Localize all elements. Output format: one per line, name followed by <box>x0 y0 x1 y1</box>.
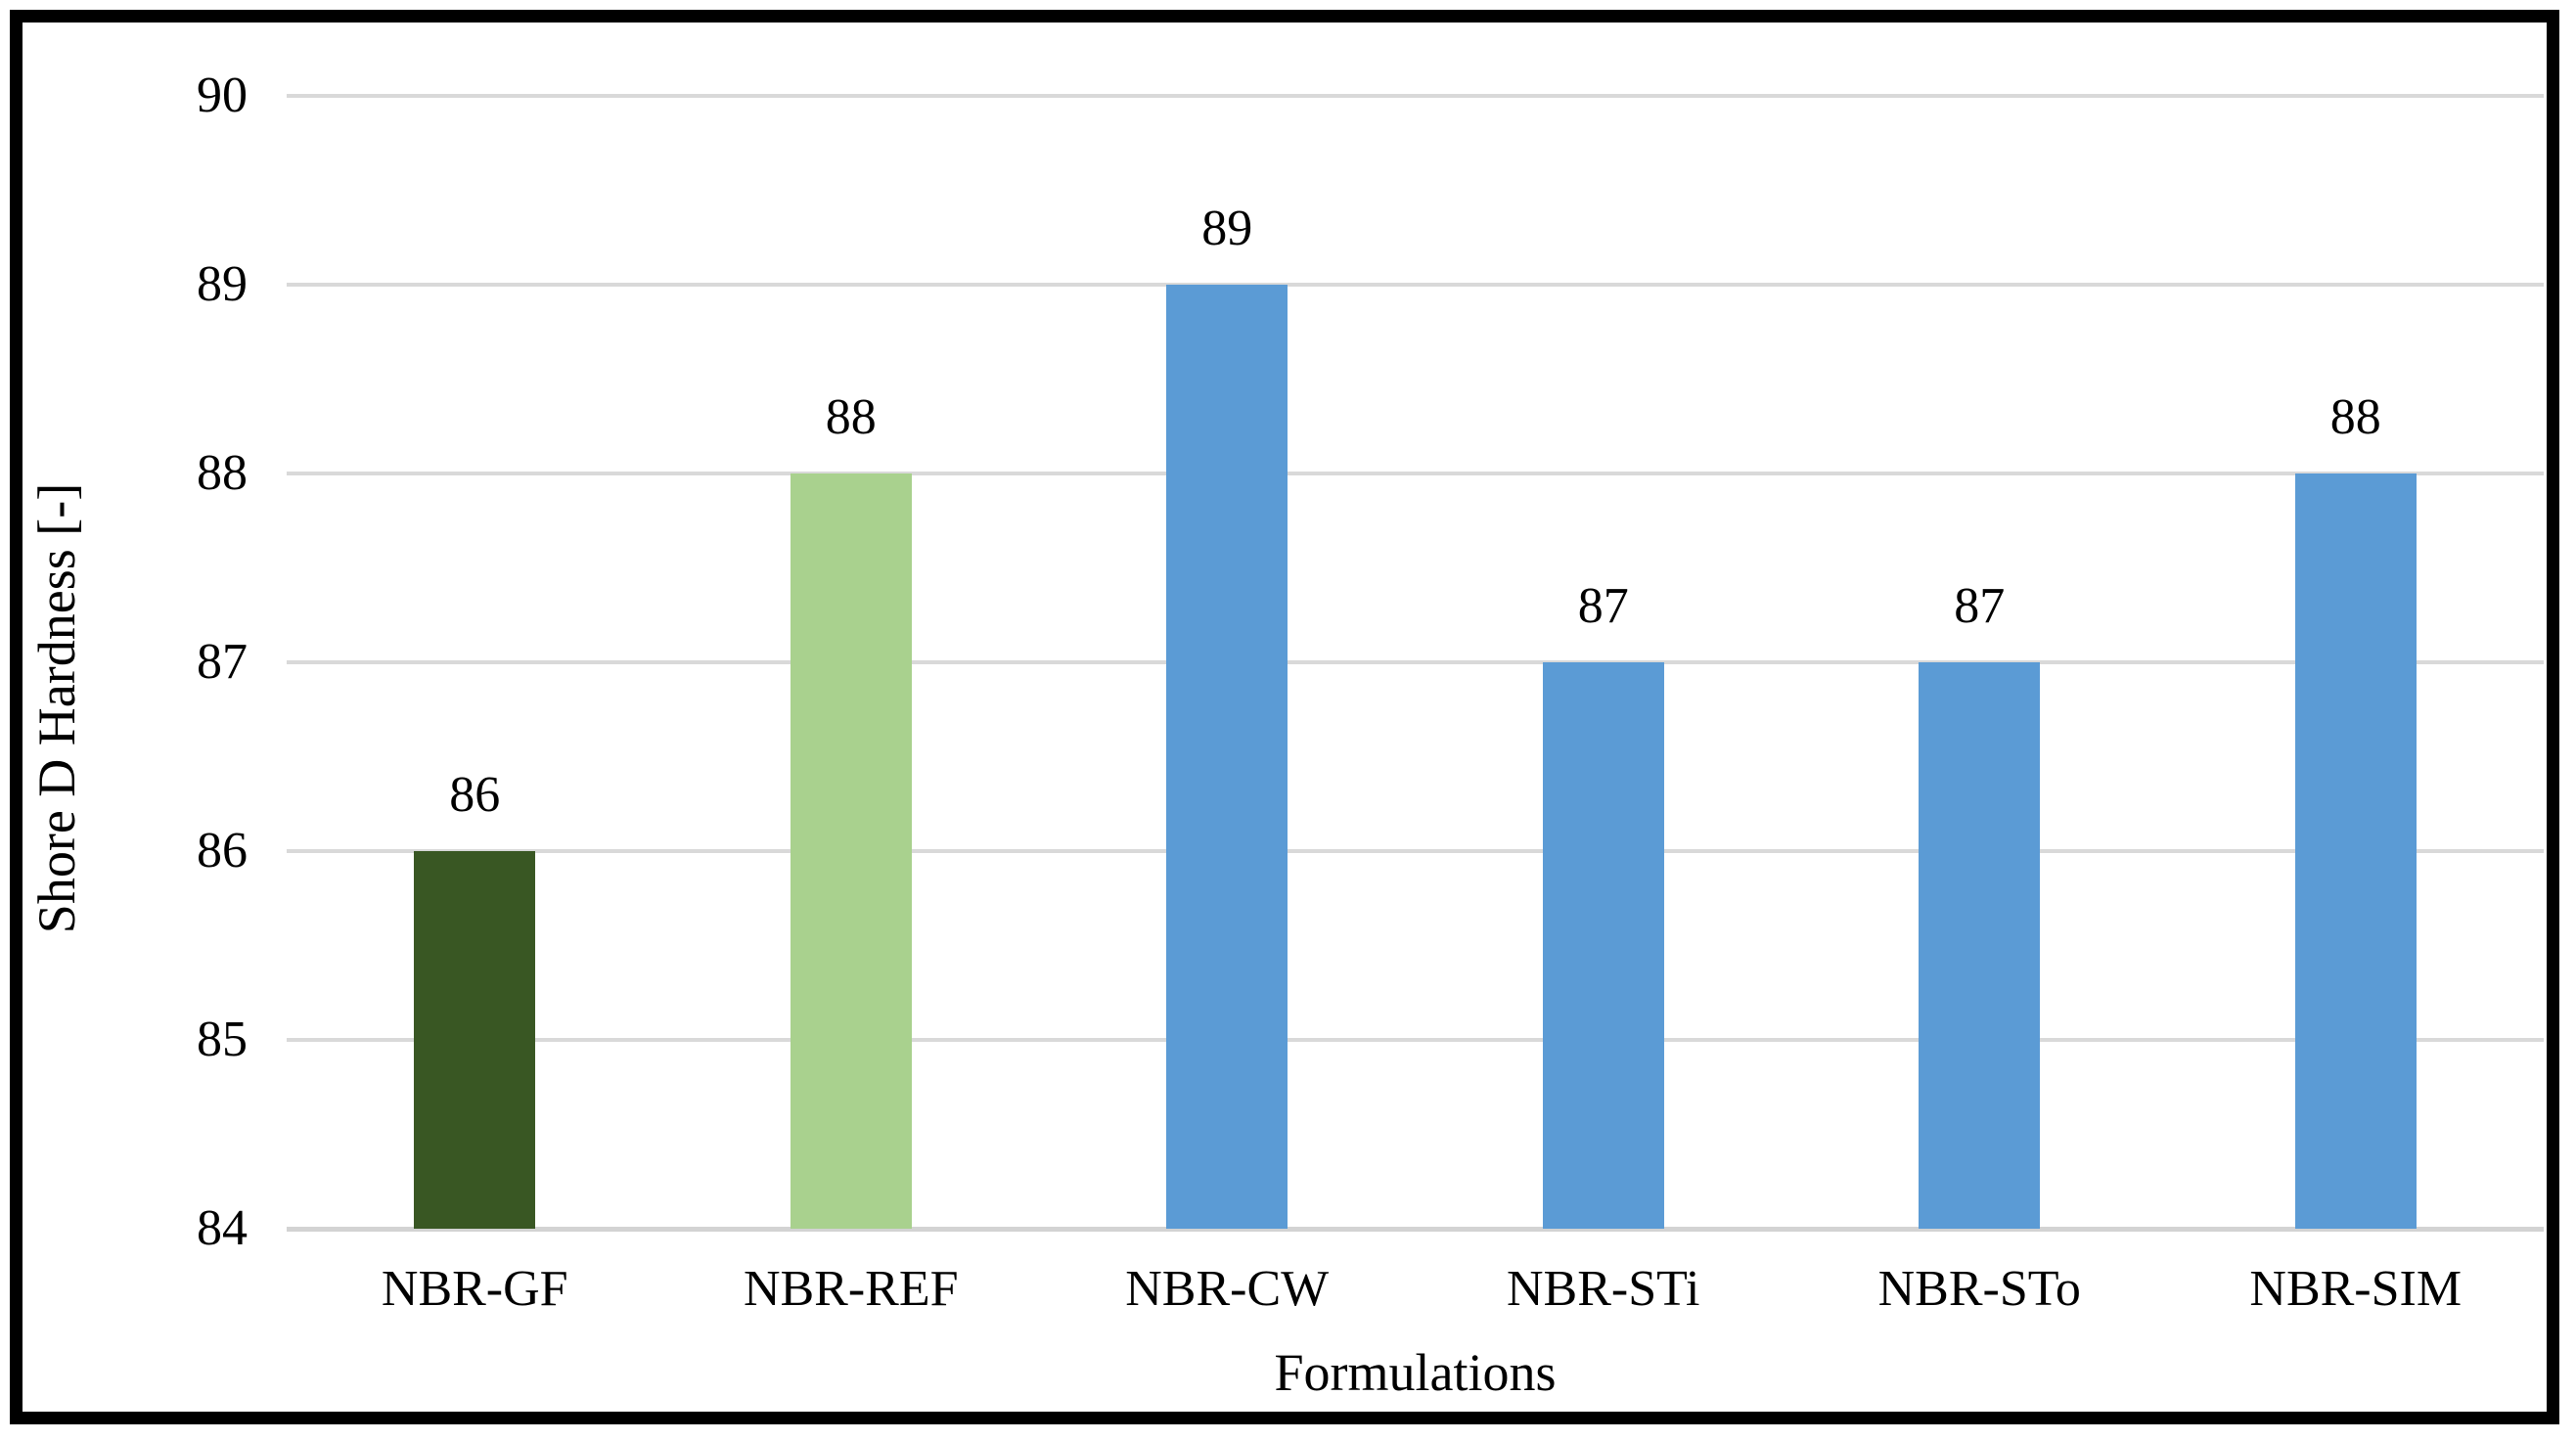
bar-value-label-nbr-ref: 88 <box>825 389 877 445</box>
gridline-88 <box>287 472 2544 475</box>
y-tick-label-87: 87 <box>197 634 248 690</box>
x-tick-label-nbr-cw: NBR-CW <box>1125 1261 1330 1317</box>
gridline-90 <box>287 94 2544 98</box>
gridline-89 <box>287 283 2544 287</box>
x-tick-label-nbr-sto: NBR-STo <box>1877 1261 2081 1317</box>
y-tick-label-84: 84 <box>197 1200 248 1256</box>
y-tick-label-88: 88 <box>197 445 248 501</box>
x-tick-label-nbr-ref: NBR-REF <box>743 1261 959 1317</box>
gridline-84 <box>287 1227 2544 1232</box>
plot-area: 86 NBR-GF 88 NBR-REF 89 NBR-CW 87 NBR-STi 87 NBR-… <box>287 94 2544 1317</box>
bar-value-label-nbr-sim: 88 <box>2329 389 2381 445</box>
gridline-86 <box>287 849 2544 853</box>
y-tick-label-89: 89 <box>197 256 248 312</box>
bar-nbr-ref <box>790 473 912 1229</box>
x-axis-title: Formulations <box>1274 1343 1557 1402</box>
figure-border <box>10 10 2559 1424</box>
y-tick-label-85: 85 <box>197 1012 248 1067</box>
bar-nbr-sim <box>2294 473 2417 1229</box>
x-tick-label-nbr-sti: NBR-STi <box>1506 1261 1700 1317</box>
bar-value-label-nbr-sto: 87 <box>1954 578 2006 634</box>
bar-value-label-nbr-gf: 86 <box>449 767 501 823</box>
bar-nbr-sto <box>1919 662 2041 1229</box>
bar-nbr-sti <box>1542 662 1664 1229</box>
bar-value-label-nbr-cw: 89 <box>1201 201 1253 256</box>
y-tick-label-86: 86 <box>197 823 248 878</box>
gridline-87 <box>287 660 2544 664</box>
bar-value-label-nbr-sti: 87 <box>1577 578 1629 634</box>
bar-nbr-cw <box>1166 285 1288 1229</box>
gridline-85 <box>287 1038 2544 1042</box>
y-axis-ticks: 84 85 86 87 88 89 90 <box>0 68 248 1256</box>
x-tick-label-nbr-gf: NBR-GF <box>381 1261 568 1317</box>
y-tick-label-90: 90 <box>197 68 248 123</box>
bar-nbr-gf <box>414 851 536 1229</box>
x-tick-label-nbr-sim: NBR-SIM <box>2249 1261 2463 1317</box>
